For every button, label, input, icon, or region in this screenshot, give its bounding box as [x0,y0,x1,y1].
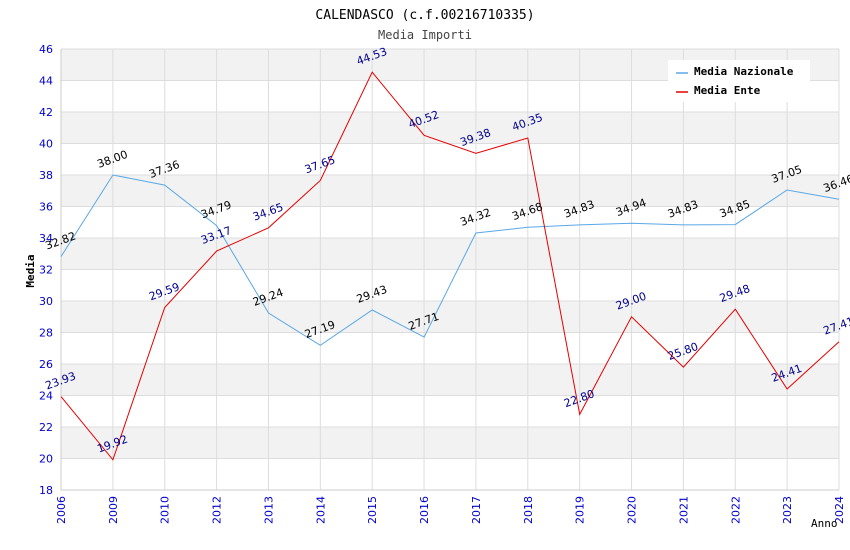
x-tick-label-2018: 2018 [522,496,535,524]
y-axis-label: Media [24,254,37,287]
band-28 [61,301,839,333]
x-tick-label-2014: 2014 [314,496,327,524]
background-bands [61,49,839,459]
y-tick-label-24: 24 [39,390,53,403]
chart-title: CALENDASCO (c.f.00216710335) [315,8,534,23]
x-tick-label-2006: 2006 [55,496,68,524]
x-tick-label-2009: 2009 [107,496,120,524]
y-tick-label-38: 38 [39,169,53,182]
series-line-media-ente [60,71,840,461]
y-tick-label-20: 20 [39,453,53,466]
band-36 [61,175,839,207]
y-tick-label-44: 44 [39,75,53,88]
y-tick-label-34: 34 [39,232,53,245]
x-tick-label-2023: 2023 [781,496,794,524]
x-axis-label: Anno [811,517,838,530]
x-tick-label-2024: 2024 [833,496,846,524]
x-tick-label-2012: 2012 [211,496,224,524]
y-tick-labels: 18 20 22 24 26 28 30 32 34 36 38 40 42 44 46 [39,43,53,497]
y-tick-label-28: 28 [39,327,53,340]
x-tick-label-2022: 2022 [729,496,742,524]
chart-subtitle: Media Importi [378,28,472,42]
x-tick-label-2013: 2013 [262,496,275,524]
legend-label-media-ente: Media Ente [694,84,761,97]
band-20 [61,427,839,459]
gridlines [60,48,840,491]
band-32 [61,238,839,270]
band-24 [61,364,839,396]
band-40 [61,112,839,144]
x-tick-label-2016: 2016 [418,496,431,524]
x-tick-label-2015: 2015 [366,496,379,524]
y-tick-label-36: 36 [39,201,53,214]
series-line-media-nazionale [60,174,840,346]
y-tick-label-32: 32 [39,264,53,277]
y-tick-label-46: 46 [39,43,53,56]
x-tick-label-2021: 2021 [677,496,690,524]
y-tick-label-22: 22 [39,421,53,434]
y-tick-label-26: 26 [39,358,53,371]
x-tick-label-2017: 2017 [470,496,483,524]
y-tick-label-18: 18 [39,484,53,497]
y-tick-label-42: 42 [39,106,53,119]
axes [60,49,839,491]
series-lines [60,71,840,461]
x-tick-label-2020: 2020 [626,496,639,524]
y-tick-label-30: 30 [39,295,53,308]
x-tick-label-2010: 2010 [159,496,172,524]
x-tick-label-2019: 2019 [574,496,587,524]
y-tick-label-40: 40 [39,138,53,151]
legend-label-media-nazionale: Media Nazionale [694,65,794,78]
legend: Media Nazionale Media Ente [668,60,810,102]
legend-box [668,60,810,102]
x-tick-labels: 2006 2009 2010 2012 2013 2014 2015 2016 2017 2018… [55,496,846,524]
